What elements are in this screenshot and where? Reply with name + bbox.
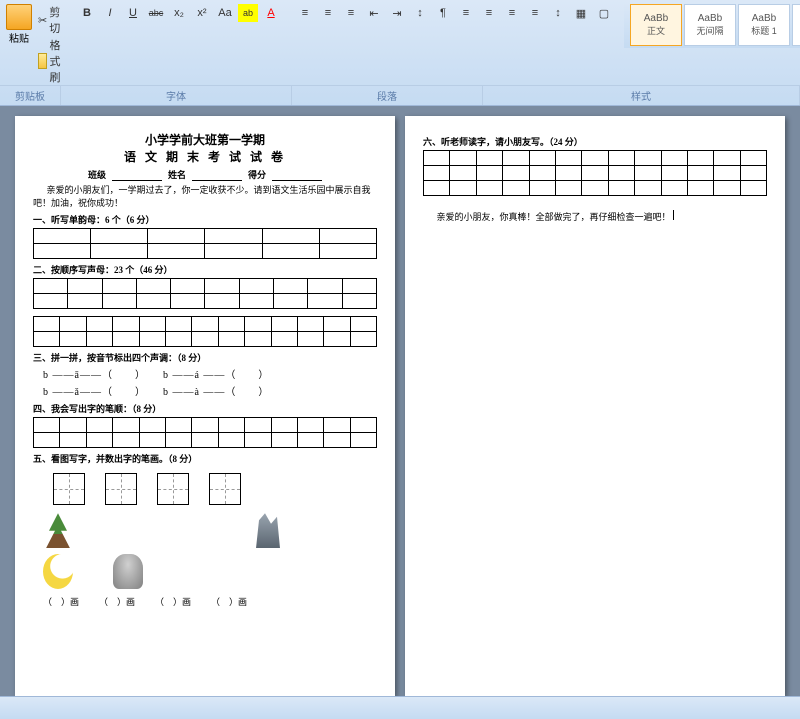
subscript-button[interactable]: x₂ (169, 4, 189, 22)
highlight-button[interactable]: ab (238, 4, 258, 22)
bold-button[interactable]: B (77, 4, 97, 22)
justify-button[interactable]: ≡ (525, 4, 545, 22)
styles-group-label: 样式 (483, 86, 800, 105)
tone-line-1: b ——ā——（ ） b ——á ——（ ） (43, 366, 377, 381)
status-bar (0, 696, 800, 719)
case-button[interactable]: Aa (215, 4, 235, 22)
rock-icon (253, 513, 283, 548)
page-1: 小学学前大班第一学期 语 文 期 末 考 试 试 卷 班级 姓名 得分 亲爱的小… (15, 116, 395, 696)
align-right-button[interactable]: ≡ (502, 4, 522, 22)
char-boxes (53, 473, 377, 505)
cut-button[interactable]: ✂剪切 (38, 4, 67, 36)
hua-label: （ ）画 (211, 595, 247, 608)
section-3: 三、拼一拼，按音节标出四个声调：（8 分） (33, 351, 377, 364)
style-标题 1[interactable]: AaBb标题 1 (738, 4, 790, 46)
char-box (209, 473, 241, 505)
char-box (157, 473, 189, 505)
strike-button[interactable]: abc (146, 4, 166, 22)
align-center-button[interactable]: ≡ (479, 4, 499, 22)
char-box (53, 473, 85, 505)
font-group-label: 字体 (61, 86, 292, 105)
section-4: 四、我会写出字的笔顺：（8 分） (33, 402, 377, 415)
moon-icon (43, 554, 73, 589)
paragraph-group-label: 段落 (292, 86, 483, 105)
hua-label: （ ）画 (155, 595, 191, 608)
char-box (105, 473, 137, 505)
brush-icon (38, 53, 47, 69)
section-2: 二、按顺序写声母：23 个（46 分） (33, 263, 377, 276)
ribbon: 粘贴 ✂剪切 格式刷 B I U abc x₂ x² Aa ab A ≡ ≡ ≡… (0, 0, 800, 106)
picture-row-2 (43, 554, 377, 589)
student-info-line: 班级 姓名 得分 (33, 168, 377, 181)
paste-label: 粘贴 (9, 30, 29, 45)
cut-label: 剪切 (49, 4, 67, 36)
picture-row (43, 513, 377, 548)
page-2: 六、听老师读字，请小朋友写。（24 分） 亲爱的小朋友，你真棒！全部做完了，再仔… (405, 116, 785, 696)
grid-4 (33, 417, 377, 448)
ribbon-group-labels: 剪贴板 字体 段落 样式 (0, 85, 800, 105)
multilevel-button[interactable]: ≡ (341, 4, 361, 22)
bullets-button[interactable]: ≡ (295, 4, 315, 22)
format-painter-label: 格式刷 (49, 37, 67, 85)
shading-button[interactable]: ▦ (571, 4, 591, 22)
style-正文[interactable]: AaBb正文 (630, 4, 682, 46)
hua-label: （ ）画 (99, 595, 135, 608)
underline-button[interactable]: U (123, 4, 143, 22)
tone-line-2: b ——ǎ——（ ） b ——à ——（ ） (43, 383, 377, 398)
paragraph-toolbar: ≡ ≡ ≡ ⇤ ⇥ ↕ ¶ ≡ ≡ ≡ ≡ ↕ ▦ ▢ (291, 2, 618, 24)
doc-title: 小学学前大班第一学期 (33, 131, 377, 148)
showmarks-button[interactable]: ¶ (433, 4, 453, 22)
paste-icon (6, 4, 32, 30)
section-5: 五、看图写字，并数出字的笔画。（8 分） (33, 452, 377, 465)
grid-6 (423, 150, 767, 196)
font-toolbar: B I U abc x₂ x² Aa ab A (73, 2, 285, 24)
linespace-button[interactable]: ↕ (548, 4, 568, 22)
numbers-button[interactable]: ≡ (318, 4, 338, 22)
tree-icon (43, 513, 73, 548)
intro-text: 亲爱的小朋友们，一学期过去了，你一定收获不少。请到语文生活乐园中展示自我吧！加油… (33, 184, 377, 209)
name-label: 姓名 (168, 168, 186, 181)
style-无间隔[interactable]: AaBb无间隔 (684, 4, 736, 46)
section-6: 六、听老师读字，请小朋友写。（24 分） (423, 135, 767, 148)
superscript-button[interactable]: x² (192, 4, 212, 22)
score-label: 得分 (248, 168, 266, 181)
style-标题 2[interactable]: AaBb标题 2 (792, 4, 800, 46)
border-button[interactable]: ▢ (594, 4, 614, 22)
grid-1 (33, 228, 377, 259)
italic-button[interactable]: I (100, 4, 120, 22)
fontcolor-button[interactable]: A (261, 4, 281, 22)
paste-button[interactable]: 粘贴 (0, 2, 38, 47)
stroke-count-line: （ ）画 （ ）画 （ ）画 （ ）画 (43, 595, 377, 608)
format-painter-button[interactable]: 格式刷 (38, 37, 67, 85)
styles-gallery: AaBb正文AaBb无间隔AaBb标题 1AaBb标题 2AaB标题AaBb副标… (624, 2, 800, 48)
vase-icon (113, 554, 143, 589)
section-1: 一、听写单韵母：6 个（6 分） (33, 213, 377, 226)
document-workspace: 小学学前大班第一学期 语 文 期 末 考 试 试 卷 班级 姓名 得分 亲爱的小… (0, 106, 800, 696)
doc-subtitle: 语 文 期 末 考 试 试 卷 (33, 148, 377, 165)
align-left-button[interactable]: ≡ (456, 4, 476, 22)
clipboard-group-label: 剪贴板 (0, 86, 61, 105)
dedent-button[interactable]: ⇤ (364, 4, 384, 22)
grid-2b (33, 316, 377, 347)
hua-label: （ ）画 (43, 595, 79, 608)
grid-2a (33, 278, 377, 309)
scissors-icon: ✂ (38, 14, 47, 27)
end-text: 亲爱的小朋友，你真棒！全部做完了，再仔细检查一遍吧！ (423, 210, 767, 224)
class-label: 班级 (88, 168, 106, 181)
indent-button[interactable]: ⇥ (387, 4, 407, 22)
sort-button[interactable]: ↕ (410, 4, 430, 22)
